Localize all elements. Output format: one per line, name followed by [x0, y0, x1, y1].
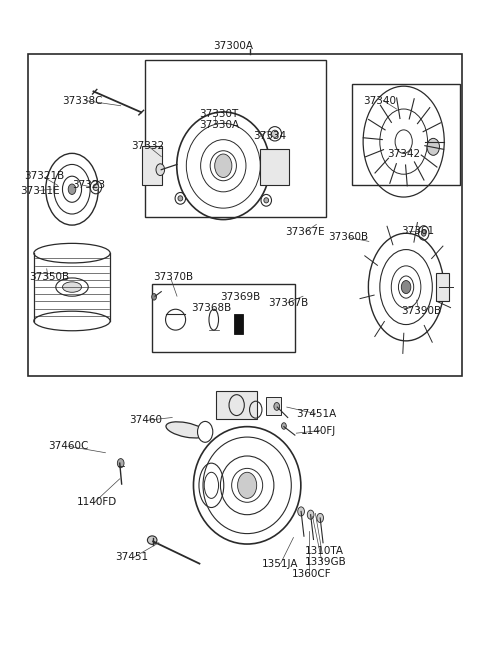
Text: 37323: 37323 — [72, 180, 105, 191]
Circle shape — [68, 184, 76, 195]
Circle shape — [215, 154, 232, 178]
Text: 37338C: 37338C — [62, 96, 103, 105]
Circle shape — [117, 458, 124, 468]
Text: 37369B: 37369B — [220, 292, 260, 302]
Bar — [152, 284, 295, 352]
Text: 37360B: 37360B — [328, 233, 369, 242]
Text: 1140FJ: 1140FJ — [301, 426, 336, 436]
Text: 1310TA: 1310TA — [304, 546, 343, 555]
Bar — [28, 54, 462, 377]
Text: 37330A: 37330A — [199, 120, 240, 130]
Text: 37460C: 37460C — [48, 441, 88, 451]
Ellipse shape — [62, 282, 82, 292]
Text: 37334: 37334 — [253, 132, 287, 141]
Text: 37330T: 37330T — [199, 109, 239, 119]
Text: 37300A: 37300A — [213, 41, 253, 50]
Text: 1360CF: 1360CF — [291, 569, 331, 579]
Circle shape — [401, 280, 411, 293]
Text: 37340: 37340 — [363, 96, 396, 105]
Circle shape — [156, 164, 165, 176]
Circle shape — [281, 422, 286, 429]
Bar — [266, 397, 281, 415]
Bar — [142, 146, 162, 185]
Text: 37460: 37460 — [129, 415, 162, 425]
Circle shape — [317, 514, 324, 523]
Text: 1339GB: 1339GB — [304, 557, 346, 567]
Text: 37350B: 37350B — [29, 272, 69, 282]
Ellipse shape — [272, 130, 278, 138]
Circle shape — [427, 138, 440, 155]
Circle shape — [198, 421, 213, 442]
Bar — [260, 149, 288, 185]
Text: 37368B: 37368B — [192, 303, 231, 313]
Text: 37332: 37332 — [131, 141, 164, 151]
Text: 37311E: 37311E — [21, 185, 60, 196]
Circle shape — [298, 507, 304, 516]
Ellipse shape — [166, 422, 206, 438]
Circle shape — [238, 472, 257, 498]
Circle shape — [152, 293, 156, 300]
Circle shape — [274, 403, 280, 410]
Text: 37390B: 37390B — [401, 306, 442, 316]
Text: 37367E: 37367E — [285, 227, 325, 236]
Bar — [234, 314, 243, 334]
Text: 1351JA: 1351JA — [262, 559, 298, 569]
Bar — [216, 392, 257, 419]
Circle shape — [421, 230, 426, 236]
Ellipse shape — [93, 184, 99, 191]
Bar — [436, 272, 449, 301]
Text: 37367B: 37367B — [268, 298, 308, 308]
Ellipse shape — [264, 198, 269, 203]
Text: 1140FD: 1140FD — [77, 497, 117, 507]
Circle shape — [307, 510, 314, 519]
Text: 37451A: 37451A — [296, 409, 336, 419]
Text: 37361: 37361 — [401, 226, 434, 236]
Text: 37370B: 37370B — [153, 272, 193, 282]
Text: 37342: 37342 — [387, 149, 420, 159]
Bar — [144, 60, 326, 217]
Ellipse shape — [147, 536, 157, 544]
Text: 37321B: 37321B — [24, 171, 64, 181]
Ellipse shape — [178, 196, 183, 201]
Text: 37451: 37451 — [115, 552, 148, 562]
Bar — [352, 84, 459, 185]
